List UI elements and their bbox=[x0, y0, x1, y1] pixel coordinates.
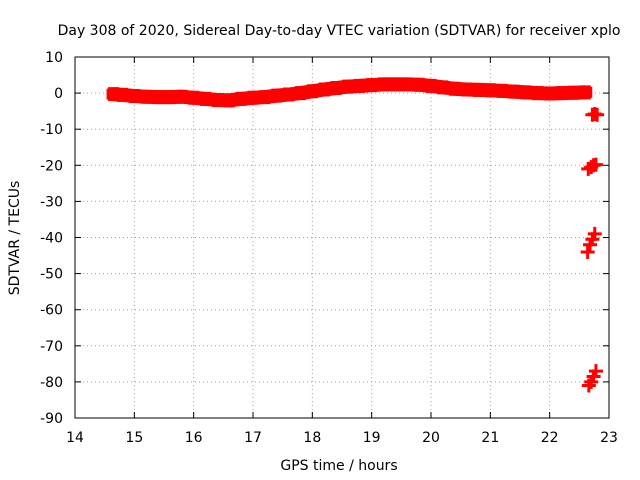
y-tick-label: -80 bbox=[40, 375, 63, 391]
x-tick-label: 19 bbox=[363, 430, 381, 446]
series-sdtvar-tail bbox=[580, 107, 605, 393]
x-tick-labels: 14 15 16 17 18 19 20 21 22 23 bbox=[66, 430, 618, 446]
data-point bbox=[580, 244, 595, 259]
x-tick-label: 23 bbox=[600, 430, 618, 446]
axis-ticks bbox=[74, 56, 610, 419]
x-tick-label: 20 bbox=[422, 430, 440, 446]
x-tick-label: 16 bbox=[185, 430, 203, 446]
y-tick-label: 10 bbox=[45, 50, 63, 66]
y-tick-label: -20 bbox=[40, 158, 63, 174]
y-tick-label: -10 bbox=[40, 122, 63, 138]
y-tick-label: -70 bbox=[40, 339, 63, 355]
y-tick-label: -90 bbox=[40, 411, 63, 427]
x-axis-title: GPS time / hours bbox=[280, 458, 397, 474]
y-tick-label: -60 bbox=[40, 303, 63, 319]
x-tick-label: 14 bbox=[66, 430, 84, 446]
x-tick-label: 18 bbox=[303, 430, 321, 446]
data-points bbox=[106, 77, 605, 393]
data-point bbox=[588, 364, 603, 379]
y-tick-labels: 10 0 -10 -20 -30 -40 -50 -60 -70 -80 -90 bbox=[40, 50, 63, 427]
data-point bbox=[587, 226, 602, 241]
grid bbox=[75, 57, 609, 418]
plot-frame bbox=[74, 56, 610, 419]
series-sdtvar bbox=[106, 77, 593, 108]
y-tick-label: -40 bbox=[40, 231, 63, 247]
x-tick-label: 21 bbox=[481, 430, 499, 446]
series-band bbox=[113, 77, 586, 108]
chart-title: Day 308 of 2020, Sidereal Day-to-day VTE… bbox=[58, 23, 621, 39]
y-tick-label: 0 bbox=[54, 86, 63, 102]
x-tick-label: 17 bbox=[244, 430, 262, 446]
data-point bbox=[588, 157, 603, 172]
y-tick-label: -30 bbox=[40, 194, 63, 210]
x-tick-label: 22 bbox=[541, 430, 559, 446]
y-tick-label: -50 bbox=[40, 267, 63, 283]
y-axis-title: SDTVAR / TECUs bbox=[7, 181, 23, 296]
x-tick-label: 15 bbox=[125, 430, 143, 446]
data-point bbox=[590, 107, 605, 122]
